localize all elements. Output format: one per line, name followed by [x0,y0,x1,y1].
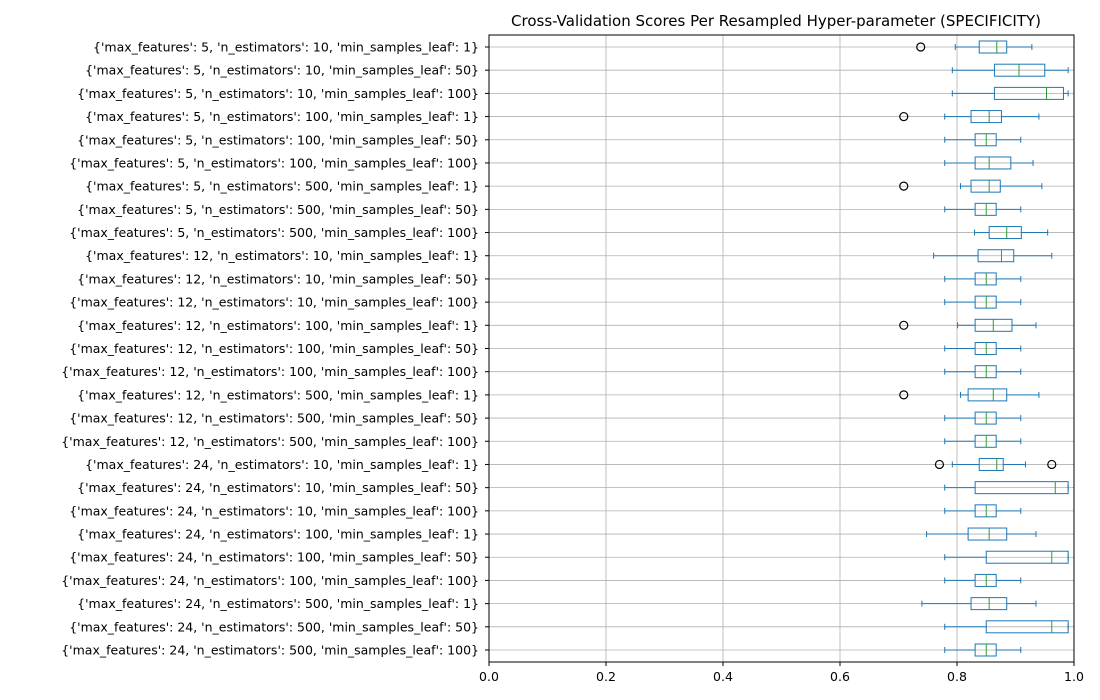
iqr-box [985,620,1069,634]
box-series [899,40,1069,657]
iqr-box [974,411,997,425]
box-item [944,550,1069,564]
box-item [944,156,1034,170]
iqr-box [974,365,997,379]
iqr-box [993,86,1064,100]
box-item [944,202,1022,216]
iqr-box [974,434,997,448]
box-item [944,272,1022,286]
box-item [944,643,1022,657]
y-axis-labels: {'max_features': 5, 'n_estimators': 10, … [61,40,489,658]
y-tick-label: {'max_features': 5, 'n_estimators': 10, … [93,40,479,55]
x-tick-label: 0.2 [596,669,616,684]
box-item [899,318,1037,332]
y-tick-label: {'max_features': 12, 'n_estimators': 500… [77,387,479,402]
box-item [899,179,1043,193]
box-item [944,295,1022,309]
x-axis-ticks: 0.0 0.2 0.4 0.6 0.8 1.0 [479,662,1084,684]
box-item [944,365,1022,379]
y-tick-label: {'max_features': 12, 'n_estimators': 100… [77,318,479,333]
y-tick-label: {'max_features': 12, 'n_estimators': 10,… [77,271,479,286]
y-tick-label: {'max_features': 12, 'n_estimators': 100… [61,364,479,379]
x-tick-label: 0.0 [479,669,499,684]
box-item [934,457,1057,471]
box-item [944,434,1022,448]
iqr-box [970,110,1002,124]
iqr-box [974,643,997,657]
box-item [944,342,1022,355]
chart-title: Cross-Validation Scores Per Resampled Hy… [511,12,1041,30]
iqr-box [974,573,997,587]
box-item [951,86,1069,100]
y-tick-label: {'max_features': 5, 'n_estimators': 10, … [77,86,479,101]
y-tick-label: {'max_features': 24, 'n_estimators': 100… [61,573,479,588]
y-tick-label: {'max_features': 5, 'n_estimators': 10, … [85,63,479,78]
iqr-box [974,504,997,518]
iqr-box [974,481,1069,495]
box-item [951,63,1069,77]
y-tick-label: {'max_features': 5, 'n_estimators': 100,… [85,109,479,124]
box-item [944,573,1022,587]
iqr-box [993,63,1046,77]
iqr-box [967,388,1008,402]
x-tick-label: 0.8 [947,669,967,684]
y-tick-label: {'max_features': 24, 'n_estimators': 500… [61,643,479,658]
iqr-box [974,295,997,309]
outlier-point [899,320,909,330]
iqr-box [974,342,997,355]
y-tick-label: {'max_features': 12, 'n_estimators': 10,… [85,248,479,263]
box-item [921,597,1037,611]
box-item [933,249,1053,263]
y-tick-label: {'max_features': 12, 'n_estimators': 500… [61,434,479,449]
box-item [944,411,1022,425]
box-item [974,226,1049,240]
box-item [899,388,1040,402]
y-tick-label: {'max_features': 12, 'n_estimators': 10,… [69,295,479,310]
x-tick-label: 1.0 [1064,669,1084,684]
outlier-point [1047,459,1057,470]
box-item [944,620,1069,634]
box-item [926,527,1037,541]
y-tick-label: {'max_features': 5, 'n_estimators': 100,… [69,155,479,170]
box-item [916,40,1033,54]
x-tick-label: 0.4 [713,669,733,684]
y-tick-label: {'max_features': 24, 'n_estimators': 500… [69,619,479,634]
outlier-point [934,459,945,470]
y-tick-label: {'max_features': 24, 'n_estimators': 10,… [77,480,479,495]
outlier-point [899,181,909,191]
y-tick-label: {'max_features': 24, 'n_estimators': 10,… [85,457,479,472]
outlier-point [899,111,909,122]
y-tick-label: {'max_features': 24, 'n_estimators': 100… [69,550,479,565]
y-tick-label: {'max_features': 24, 'n_estimators': 10,… [69,503,479,518]
iqr-box [974,202,997,216]
iqr-box [988,226,1022,240]
outlier-point [899,390,909,400]
iqr-box [978,40,1008,54]
y-tick-label: {'max_features': 5, 'n_estimators': 500,… [69,225,479,240]
y-tick-label: {'max_features': 5, 'n_estimators': 100,… [77,132,479,147]
x-tick-label: 0.6 [830,669,850,684]
iqr-box [985,550,1069,564]
box-item [944,504,1022,518]
iqr-box [974,133,997,147]
iqr-box [967,527,1008,541]
y-tick-label: {'max_features': 12, 'n_estimators': 500… [69,411,479,426]
box-item [944,133,1022,147]
iqr-box [970,179,1001,193]
y-tick-label: {'max_features': 24, 'n_estimators': 100… [77,527,479,542]
y-tick-label: {'max_features': 5, 'n_estimators': 500,… [85,179,479,194]
iqr-box [974,156,1012,170]
iqr-box [978,457,1004,471]
y-tick-label: {'max_features': 12, 'n_estimators': 100… [69,341,479,356]
iqr-box [977,249,1015,263]
y-tick-label: {'max_features': 5, 'n_estimators': 500,… [77,202,479,217]
y-tick-label: {'max_features': 24, 'n_estimators': 500… [77,596,479,611]
box-item [944,481,1069,495]
outlier-point [916,42,926,52]
iqr-box [974,272,997,286]
box-item [899,110,1040,124]
